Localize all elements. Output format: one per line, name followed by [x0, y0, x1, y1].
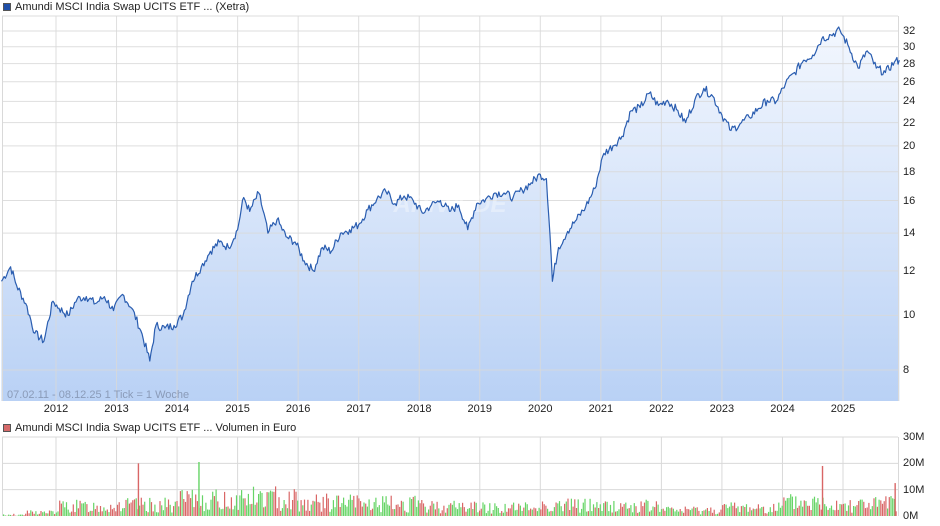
volume-y-tick-label: 30M [903, 431, 925, 443]
x-tick-label: 2012 [43, 403, 69, 415]
price-y-tick-label: 20 [903, 139, 916, 152]
price-y-tick-label: 14 [903, 227, 916, 240]
x-tick-label: 2024 [770, 403, 795, 415]
x-tick-label: 2020 [528, 403, 553, 415]
price-y-tick-label: 18 [903, 165, 916, 178]
price-y-tick-label: 24 [903, 95, 916, 108]
price-legend: Amundi MSCI India Swap UCITS ETF ... (Xe… [3, 1, 249, 13]
volume-y-tick-label: 20M [903, 457, 925, 470]
x-tick-label: 2022 [649, 403, 674, 415]
x-tick-label: 2014 [164, 403, 190, 415]
x-tick-label: 2016 [285, 403, 311, 415]
price-area-fill [1, 27, 900, 401]
x-tick-label: 2017 [346, 403, 371, 415]
price-y-tick-label: 22 [903, 116, 916, 129]
price-y-tick-label: 28 [903, 57, 916, 70]
price-y-tick-label: 26 [903, 75, 916, 88]
x-tick-label: 2018 [406, 403, 432, 415]
price-y-tick-label: 32 [903, 25, 916, 37]
x-tick-label: 2025 [830, 403, 856, 415]
x-tick-label: 2015 [225, 403, 250, 415]
date-range-info: 07.02.11 - 08.12.25 1 Tick = 1 Woche [7, 389, 190, 401]
volume-y-tick-label: 0M [903, 510, 919, 522]
price-y-tick-label: 8 [903, 364, 910, 376]
x-tick-label: 2019 [467, 403, 493, 415]
watermark: ARIVA.DE [393, 191, 508, 218]
price-y-tick-label: 16 [903, 194, 916, 207]
volume-y-tick-label: 10M [903, 483, 925, 496]
volume-legend-label: Amundi MSCI India Swap UCITS ETF ... Vol… [15, 422, 297, 434]
x-tick-label: 2013 [104, 403, 129, 415]
price-line [0, 26, 900, 362]
volume-bars [3, 462, 897, 516]
volume-legend-swatch [3, 424, 11, 432]
x-tick-label: 2021 [588, 403, 614, 415]
price-y-tick-label: 30 [903, 40, 916, 53]
price-legend-label: Amundi MSCI India Swap UCITS ETF ... (Xe… [15, 1, 250, 13]
volume-legend: Amundi MSCI India Swap UCITS ETF ... Vol… [3, 422, 296, 434]
price-y-tick-label: 12 [903, 264, 916, 277]
price-legend-swatch [3, 3, 11, 11]
x-tick-label: 2023 [709, 403, 735, 415]
price-y-tick-label: 10 [903, 309, 916, 322]
